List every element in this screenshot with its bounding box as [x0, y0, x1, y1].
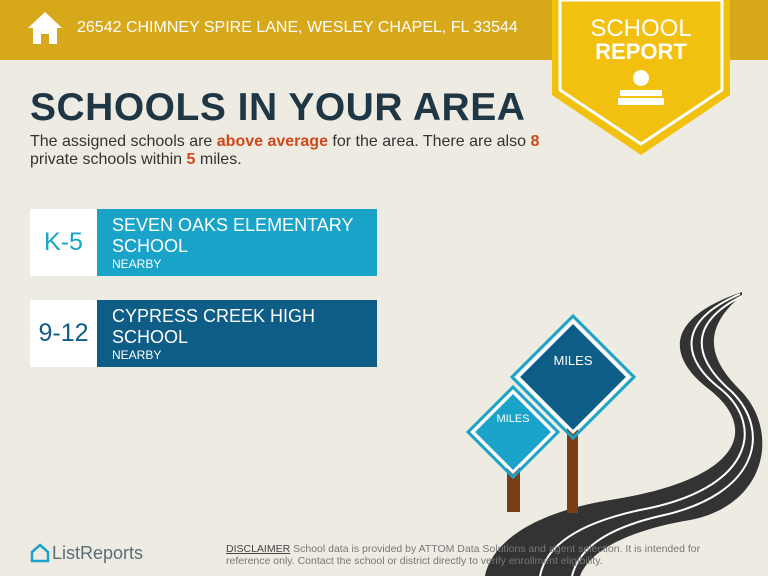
disclaimer-text: School data is provided by ATTOM Data So… — [226, 543, 701, 567]
distance: NEARBY — [112, 257, 162, 271]
grades: 9-12 — [30, 300, 97, 367]
disclaimer: DISCLAIMER School data is provided by AT… — [226, 543, 736, 567]
distance: NEARBY — [112, 348, 162, 362]
text: The assigned schools are — [30, 133, 217, 150]
address: 26542 CHIMNEY SPIRE LANE, WESLEY CHAPEL,… — [77, 19, 518, 36]
title: SCHOOLS IN YOUR AREA — [30, 86, 526, 129]
road-illustration: MILES MILES — [465, 292, 763, 576]
school-info: SEVEN OAKS ELEMENTARY SCHOOL NEARBY — [97, 209, 377, 276]
sign-label: MILES — [496, 413, 529, 425]
grades: K-5 — [30, 209, 97, 276]
badge-line1: SCHOOL — [590, 15, 691, 42]
home-icon — [28, 12, 62, 44]
school-name: CYPRESS CREEK HIGH SCHOOL — [112, 306, 316, 347]
brand: ListReports — [52, 543, 144, 563]
badge: SCHOOL REPORT — [552, 0, 730, 155]
school-card: K-5 SEVEN OAKS ELEMENTARY SCHOOL NEARBY — [30, 209, 377, 276]
text: miles. — [195, 151, 242, 168]
badge-line2: REPORT — [595, 39, 687, 64]
description: The assigned schools are above average f… — [30, 133, 540, 169]
school-info: CYPRESS CREEK HIGH SCHOOL NEARBY — [97, 300, 377, 367]
school-name: SEVEN OAKS ELEMENTARY SCHOOL — [112, 215, 354, 256]
highlight: above average — [216, 133, 328, 150]
school-card: 9-12 CYPRESS CREEK HIGH SCHOOL NEARBY — [30, 300, 377, 367]
highlight: 5 — [186, 151, 196, 168]
sign-label: MILES — [553, 353, 592, 368]
brand-logo — [30, 543, 50, 563]
highlight: 8 — [530, 133, 540, 150]
disclaimer-label: DISCLAIMER — [226, 543, 291, 555]
text: for the area. There are also — [327, 133, 531, 150]
text: private schools within — [30, 151, 187, 168]
